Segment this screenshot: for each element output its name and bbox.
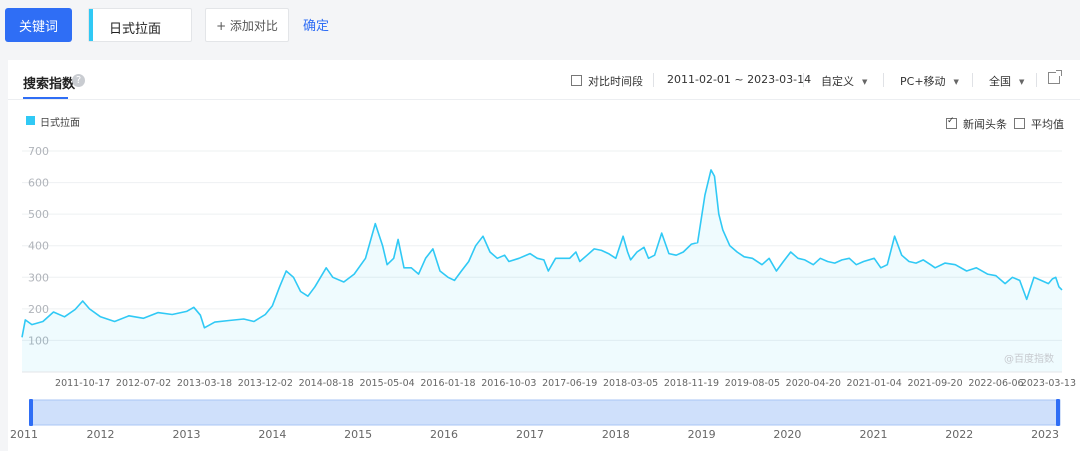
news-headline-toggle[interactable]: 新闻头条	[946, 116, 1007, 132]
x-tick-label: 2021-09-20	[907, 378, 962, 389]
x-tick-label: 2013-03-18	[177, 378, 232, 389]
x-tick-label: 2017-06-19	[542, 378, 597, 389]
brush-year-label: 2017	[516, 428, 544, 441]
average-label: 平均值	[1031, 118, 1064, 131]
x-tick-label: 2018-11-19	[664, 378, 719, 389]
x-tick-label: 2012-07-02	[116, 378, 171, 389]
legend-swatch	[26, 116, 35, 125]
range-handle-left[interactable]	[29, 399, 33, 426]
brush-year-label: 2014	[258, 428, 286, 441]
y-tick-label: 100	[28, 334, 49, 347]
brush-year-label: 2013	[173, 428, 201, 441]
x-tick-label: 2020-04-20	[786, 378, 841, 389]
divider	[803, 73, 804, 87]
x-tick-label: 2016-01-18	[420, 378, 475, 389]
divider	[1036, 73, 1037, 87]
top-toolbar: 关键词 日式拉面 + 添加对比 确定	[0, 0, 1080, 60]
divider	[653, 73, 654, 87]
range-selector[interactable]	[29, 399, 1061, 426]
y-tick-label: 700	[28, 145, 49, 158]
average-toggle[interactable]: 平均值	[1014, 116, 1064, 132]
range-handle-right[interactable]	[1056, 399, 1060, 426]
news-headline-label: 新闻头条	[963, 118, 1007, 131]
y-tick-label: 600	[28, 177, 49, 190]
brush-year-label: 2023	[1031, 428, 1059, 441]
caret-down-icon: ▼	[953, 78, 959, 86]
checkbox-icon[interactable]	[571, 75, 582, 86]
x-tick-label: 2019-08-05	[725, 378, 780, 389]
x-tick-label: 2014-08-18	[299, 378, 354, 389]
checkbox-icon[interactable]	[1014, 118, 1025, 129]
keyword-color-bar	[89, 9, 93, 41]
device-dropdown[interactable]: PC+移动 ▼	[900, 73, 959, 89]
brush-year-label: 2019	[688, 428, 716, 441]
series-area	[22, 169, 1062, 372]
confirm-link[interactable]: 确定	[303, 19, 330, 34]
keyword-button[interactable]: 关键词	[5, 8, 72, 42]
device-label: PC+移动	[900, 75, 946, 88]
tab-underline	[23, 97, 68, 99]
region-dropdown[interactable]: 全国 ▼	[989, 73, 1024, 89]
x-tick-label: 2018-03-05	[603, 378, 658, 389]
keyword-field[interactable]: 日式拉面	[88, 8, 192, 42]
brush-year-label: 2022	[945, 428, 973, 441]
add-compare-button[interactable]: + 添加对比	[205, 8, 289, 42]
external-link-icon[interactable]	[1048, 70, 1062, 84]
brush-year-label: 2011	[10, 428, 38, 441]
divider	[972, 73, 973, 87]
x-tick-label: 2023-03-13	[1021, 378, 1076, 389]
date-range-picker[interactable]: 2011-02-01 ~ 2023-03-14	[667, 73, 812, 86]
custom-label: 自定义	[821, 75, 854, 88]
x-tick-label: 2021-01-04	[847, 378, 902, 389]
y-tick-label: 500	[28, 208, 49, 221]
divider	[883, 73, 884, 87]
x-tick-label: 2015-05-04	[359, 378, 414, 389]
y-tick-label: 400	[28, 240, 49, 253]
question-icon[interactable]: ?	[72, 74, 85, 87]
compare-period-label: 对比时间段	[588, 75, 643, 88]
compare-period-toggle[interactable]: 对比时间段	[571, 73, 643, 89]
watermark: @百度指数	[1004, 352, 1054, 365]
brush-year-label: 2012	[87, 428, 115, 441]
tab-search-index[interactable]: 搜索指数	[23, 77, 76, 92]
custom-dropdown[interactable]: 自定义 ▼	[821, 73, 867, 89]
legend-label: 日式拉面	[40, 118, 80, 129]
brush-year-label: 2020	[773, 428, 801, 441]
x-tick-label: 2022-06-06	[968, 378, 1023, 389]
x-tick-label: 2011-10-17	[55, 378, 110, 389]
checkbox-checked-icon[interactable]	[946, 116, 957, 129]
y-tick-label: 200	[28, 303, 49, 316]
keyword-text: 日式拉面	[109, 22, 162, 37]
brush-year-label: 2016	[430, 428, 458, 441]
panel-divider	[8, 99, 1080, 100]
series-line	[21, 169, 1063, 338]
x-tick-label: 2013-12-02	[238, 378, 293, 389]
caret-down-icon: ▼	[1019, 78, 1025, 86]
x-tick-label: 2016-10-03	[481, 378, 536, 389]
region-label: 全国	[989, 75, 1011, 88]
brush-year-label: 2018	[602, 428, 630, 441]
brush-year-label: 2021	[859, 428, 887, 441]
y-tick-label: 300	[28, 271, 49, 284]
brush-year-label: 2015	[344, 428, 372, 441]
caret-down-icon: ▼	[862, 78, 868, 86]
